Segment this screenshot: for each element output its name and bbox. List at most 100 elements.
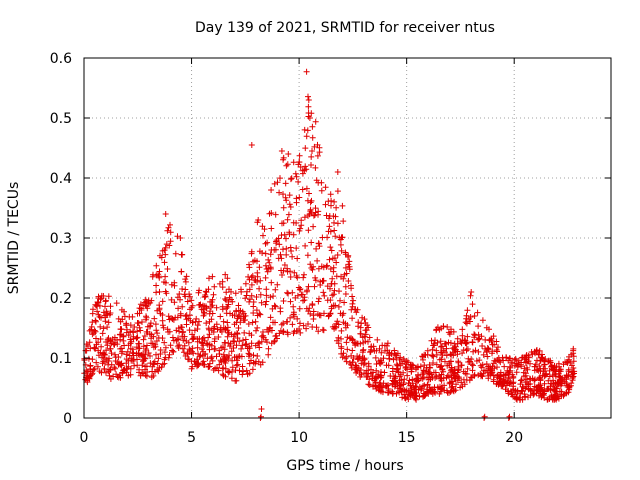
data-point bbox=[343, 358, 350, 365]
data-point bbox=[268, 210, 275, 216]
data-point bbox=[415, 371, 421, 378]
data-point bbox=[153, 351, 159, 358]
data-point bbox=[305, 103, 312, 110]
data-point bbox=[349, 293, 356, 300]
y-tick-label: 0.6 bbox=[50, 51, 72, 67]
data-point bbox=[311, 212, 318, 218]
data-point bbox=[219, 306, 226, 313]
data-point bbox=[242, 280, 249, 287]
data-point bbox=[282, 194, 289, 201]
data-point bbox=[295, 178, 302, 185]
data-point bbox=[161, 259, 168, 266]
data-point bbox=[272, 303, 279, 310]
data-point bbox=[198, 339, 205, 346]
data-point bbox=[429, 346, 436, 353]
data-point bbox=[282, 180, 289, 187]
data-point bbox=[295, 161, 302, 168]
data-point bbox=[188, 297, 195, 304]
data-point bbox=[131, 362, 138, 369]
data-point bbox=[241, 329, 248, 336]
data-point bbox=[359, 334, 366, 341]
data-point bbox=[323, 212, 330, 219]
data-point bbox=[517, 396, 523, 403]
data-point bbox=[170, 316, 177, 323]
data-point bbox=[334, 169, 341, 175]
data-point bbox=[206, 275, 212, 282]
data-point bbox=[333, 273, 340, 280]
data-point bbox=[188, 365, 195, 372]
data-point bbox=[246, 286, 253, 293]
data-point bbox=[184, 298, 191, 305]
data-point bbox=[449, 368, 456, 375]
data-point bbox=[495, 344, 501, 351]
data-point bbox=[345, 278, 352, 284]
data-point bbox=[253, 307, 260, 314]
data-point bbox=[331, 280, 338, 287]
data-point bbox=[307, 261, 314, 268]
data-point bbox=[239, 342, 246, 349]
data-point bbox=[357, 330, 364, 337]
data-point bbox=[565, 366, 572, 373]
data-point bbox=[324, 297, 331, 304]
data-point bbox=[316, 240, 322, 247]
data-point bbox=[316, 295, 322, 302]
data-point bbox=[254, 312, 261, 319]
data-point bbox=[223, 289, 230, 296]
data-point bbox=[465, 315, 472, 322]
data-point bbox=[209, 296, 216, 303]
data-point bbox=[553, 385, 560, 392]
data-point bbox=[243, 341, 250, 347]
data-point bbox=[152, 321, 159, 328]
data-point bbox=[348, 306, 355, 313]
data-point bbox=[409, 380, 416, 387]
data-point bbox=[372, 354, 379, 361]
data-point bbox=[401, 376, 408, 383]
data-point bbox=[499, 382, 506, 389]
data-point bbox=[487, 366, 494, 373]
data-point bbox=[123, 322, 130, 329]
data-point bbox=[258, 333, 265, 340]
data-point bbox=[268, 279, 275, 286]
data-point bbox=[513, 395, 520, 402]
data-point bbox=[182, 278, 189, 285]
data-point bbox=[536, 347, 543, 354]
data-point bbox=[295, 284, 302, 291]
data-point bbox=[327, 266, 334, 272]
data-point bbox=[464, 346, 471, 352]
data-point bbox=[565, 389, 572, 396]
data-point bbox=[322, 201, 329, 208]
data-point bbox=[522, 370, 529, 377]
data-point bbox=[345, 252, 352, 259]
data-point bbox=[283, 162, 290, 169]
data-point bbox=[239, 363, 246, 370]
data-point bbox=[373, 347, 380, 354]
data-point bbox=[366, 334, 373, 341]
data-point bbox=[430, 386, 437, 393]
data-point bbox=[458, 379, 465, 386]
data-point bbox=[98, 343, 105, 350]
data-point bbox=[390, 390, 396, 397]
data-point bbox=[276, 189, 283, 196]
data-point bbox=[332, 233, 339, 240]
data-point bbox=[142, 316, 149, 323]
data-point bbox=[222, 271, 229, 278]
data-point bbox=[471, 313, 478, 319]
data-point bbox=[488, 337, 495, 344]
data-point bbox=[222, 296, 229, 302]
data-point bbox=[370, 383, 376, 390]
data-point bbox=[430, 353, 437, 360]
data-point bbox=[263, 298, 270, 305]
data-point bbox=[273, 240, 280, 247]
data-point bbox=[133, 335, 140, 342]
data-point bbox=[240, 317, 247, 324]
data-point bbox=[102, 318, 109, 325]
data-point bbox=[363, 367, 370, 374]
data-point bbox=[159, 298, 166, 305]
data-point bbox=[309, 266, 316, 273]
data-point bbox=[335, 321, 342, 328]
data-point bbox=[194, 344, 201, 351]
data-point bbox=[305, 110, 312, 116]
data-point bbox=[249, 366, 256, 373]
data-point bbox=[434, 384, 441, 391]
data-point bbox=[537, 376, 544, 383]
